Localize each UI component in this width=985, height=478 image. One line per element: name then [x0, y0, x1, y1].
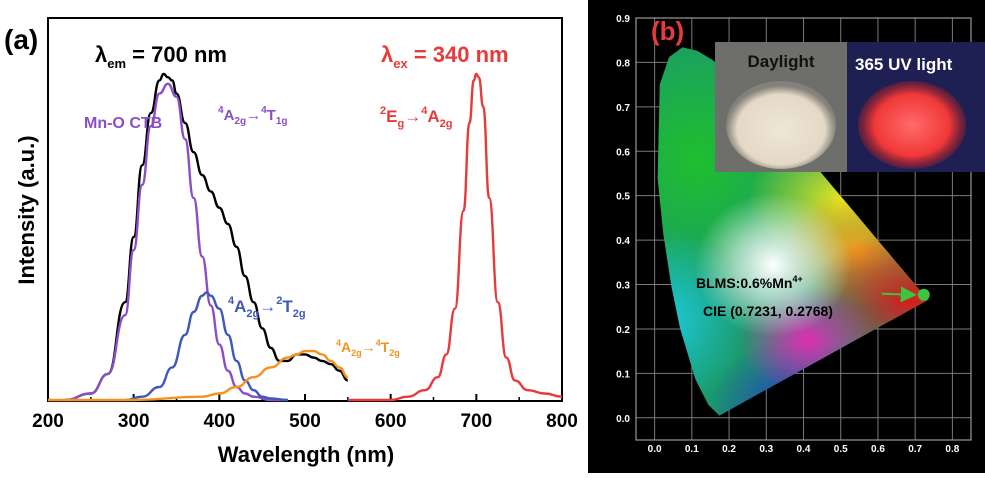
x-tick-label: 0.4 [797, 444, 811, 455]
x-tick-labels: 0.0 0.1 0.2 0.3 0.4 0.5 0.6 0.7 0.8 [648, 444, 960, 455]
annotation-2eg-4a2g: 2Eg→4A2g [380, 105, 452, 130]
x-tick-label: 0.1 [685, 444, 699, 455]
x-tick-label: 500 [289, 411, 321, 432]
x-tick-label: 0.8 [945, 444, 959, 455]
lambda-ex-value: = 340 nm [408, 42, 509, 67]
y-tick-label: 0.6 [616, 147, 630, 158]
sample-label: BLMS:0.6%Mn4+ [696, 274, 803, 291]
uv-glowing-powder [858, 81, 966, 169]
x-tick-label: 800 [546, 411, 578, 432]
series-emission [347, 72, 563, 402]
series-4t2g-band [48, 349, 349, 402]
y-tick-label: 0.0 [616, 414, 630, 425]
plot-frame [635, 17, 972, 441]
series-group [48, 72, 563, 402]
y-tick-label: 0.2 [616, 325, 630, 336]
y-tick-label: 0.4 [616, 236, 630, 247]
x-tick-label: 400 [203, 411, 235, 432]
annotation-4a2g-4t2g: 4A2g→4T2g [336, 338, 400, 358]
y-tick-label: 0.1 [616, 369, 630, 380]
lambda-ex-sub: ex [393, 56, 408, 71]
x-tick-label: 600 [375, 411, 407, 432]
y-tick-labels: 0.0 0.1 0.2 0.3 0.4 0.5 0.6 0.7 0.8 0.9 [616, 14, 630, 425]
x-tick-label: 0.5 [834, 444, 848, 455]
cie-coordinate-label: CIE (0.7231, 0.2768) [703, 303, 833, 319]
daylight-label: Daylight [747, 52, 814, 71]
series-2t2g-band [125, 291, 288, 402]
annotation-lambda-ex: λex = 340 nm [381, 42, 509, 71]
annotation-lambda-em: λem = 700 nm [95, 42, 227, 71]
uv-label: 365 UV light [855, 55, 953, 74]
annotation-4a2g-4t1g: 4A2g→4T1g [218, 105, 287, 127]
lambda-em-base: λ [95, 42, 107, 67]
cie-chromaticity-chart: 0.0 0.1 0.2 0.3 0.4 0.5 0.6 0.7 0.8 0.9 0.0 0.1 0.2… [616, 14, 985, 455]
x-tick-label: 200 [32, 411, 64, 432]
y-tick-label: 0.8 [616, 58, 630, 69]
x-tick-label: 0.2 [722, 444, 736, 455]
y-tick-label: 0.5 [616, 192, 630, 203]
panel-a: (a) 200 300 400 500 600 700 800 Wavelength (nm… [4, 17, 578, 467]
x-tick-labels: 200 300 400 500 600 700 800 [32, 394, 578, 432]
excitation-emission-chart: (a) 200 300 400 500 600 700 800 Wavelength (nm… [4, 17, 578, 467]
series-mn-o-ctb [65, 82, 288, 402]
lambda-em-sub: em [107, 56, 126, 71]
plot-frame [47, 17, 563, 402]
x-tick-label: 300 [118, 411, 150, 432]
cie-coordinate-point [917, 288, 930, 301]
lambda-em-value: = 700 nm [126, 42, 227, 67]
annotation-4a2g-2t2g: 4A2g→2T2g [228, 295, 306, 320]
series-excitation-total [65, 72, 349, 402]
panel-b: 0.0 0.1 0.2 0.3 0.4 0.5 0.6 0.7 0.8 0.9 0.0 0.1 0.2… [588, 0, 985, 473]
y-tick-label: 0.3 [616, 281, 630, 292]
y-axis-label: Intensity (a.u.) [14, 135, 39, 284]
daylight-powder [726, 81, 836, 169]
y-tick-label: 0.7 [616, 103, 630, 114]
x-tick-label: 0.6 [871, 444, 885, 455]
y-tick-label: 0.9 [616, 14, 630, 25]
x-tick-label: 700 [460, 411, 492, 432]
x-axis-label: Wavelength (nm) [218, 442, 394, 467]
x-tick-label: 0.0 [648, 444, 662, 455]
x-tick-label: 0.7 [908, 444, 922, 455]
panel-label-a: (a) [4, 24, 38, 55]
lambda-ex-base: λ [381, 42, 393, 67]
panel-label-b: (b) [651, 16, 684, 46]
photo-inset: Daylight 365 UV light [715, 42, 985, 172]
annotation-mn-o-ctb: Mn-O CTB [84, 115, 162, 132]
pointer-arrow [881, 286, 917, 303]
x-tick-label: 0.3 [759, 444, 773, 455]
